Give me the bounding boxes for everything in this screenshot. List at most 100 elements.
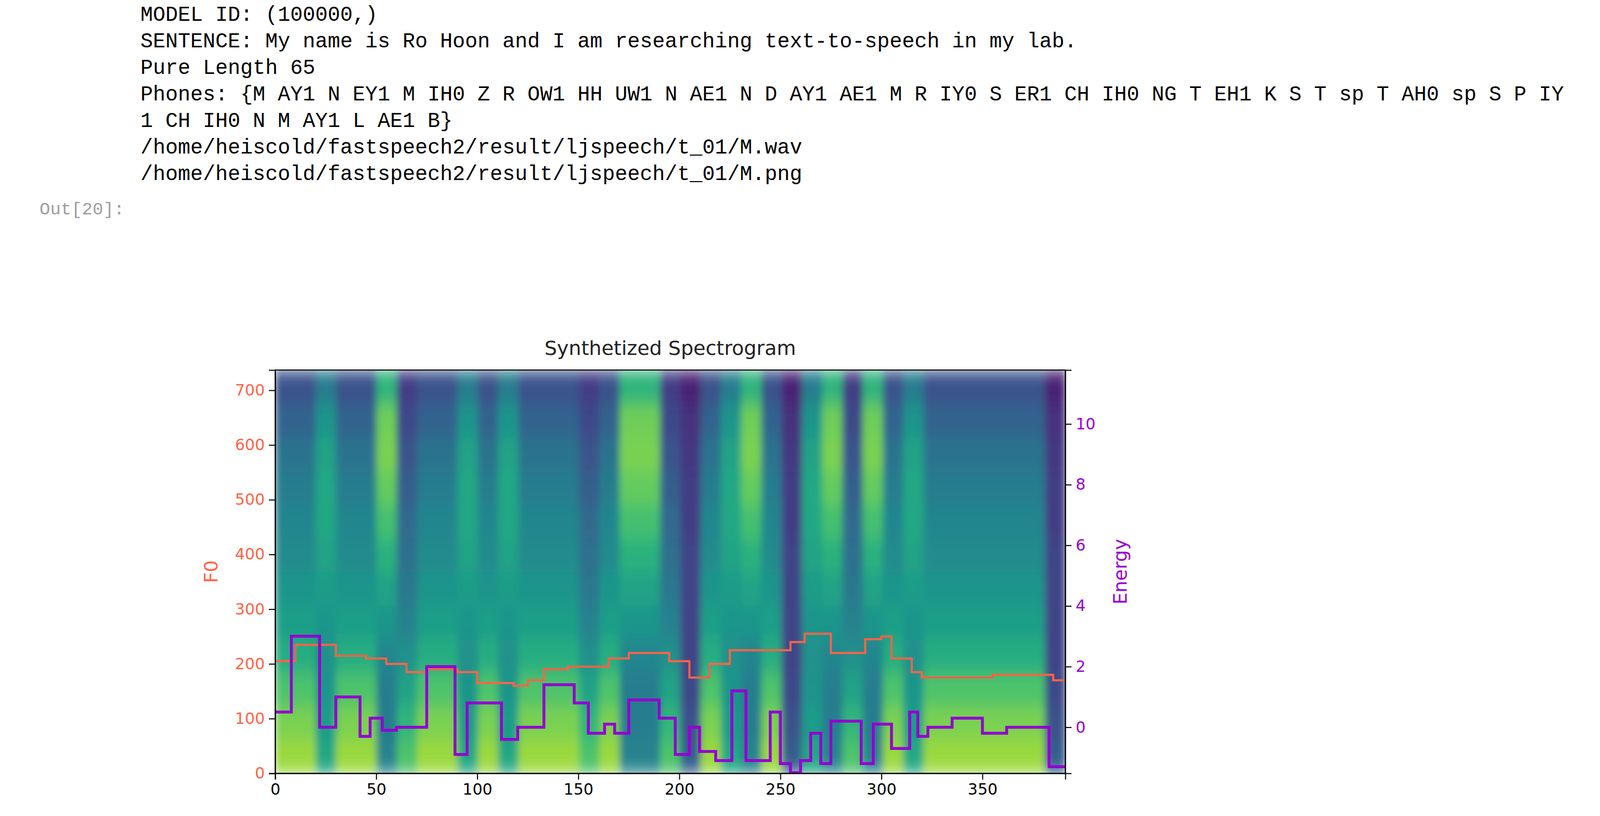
spectrogram-cell	[336, 672, 357, 707]
spectrogram-cell	[923, 504, 945, 539]
tick-label: 350	[968, 779, 998, 798]
tick: 500	[235, 489, 276, 509]
spectrogram-cell	[356, 739, 378, 773]
spectrogram-cell	[741, 739, 763, 773]
spectrogram-cell	[680, 403, 702, 438]
spectrogram-cell	[437, 571, 459, 606]
spectrogram-cell	[518, 705, 539, 741]
spectrogram-cell	[761, 638, 783, 674]
spectrogram-cell	[295, 504, 317, 539]
spectrogram-cell	[558, 470, 580, 506]
output-line: /home/heiscold/fastspeech2/result/ljspee…	[140, 161, 1570, 188]
spectrogram-cell	[822, 537, 844, 573]
spectrogram-cell	[477, 604, 499, 640]
tick-label: 10	[1075, 414, 1096, 433]
spectrogram-cell	[336, 403, 357, 438]
spectrogram-cell	[781, 705, 803, 741]
tick-label: 0	[270, 779, 281, 798]
tick: 0	[254, 763, 276, 782]
spectrogram-cell	[963, 436, 985, 472]
spectrogram-cell	[761, 571, 783, 606]
spectrogram-cell	[599, 571, 621, 606]
spectrogram-cell	[902, 403, 924, 438]
spectrogram-cell	[356, 403, 378, 438]
spectrogram-cell	[741, 403, 763, 438]
spectrogram-cell	[376, 537, 398, 573]
spectrogram-cell	[802, 403, 823, 438]
spectrogram-cell	[477, 403, 499, 438]
spectrogram-cell	[315, 739, 337, 773]
spectrogram-cell	[417, 369, 438, 405]
spectrogram-cell	[943, 638, 965, 674]
spectrogram-cell	[578, 672, 600, 707]
spectrogram-cell	[619, 504, 641, 539]
spectrogram-cell	[761, 470, 783, 506]
spectrogram-cell	[984, 436, 1005, 472]
spectrogram-cell	[457, 369, 479, 405]
axis-line	[1065, 370, 1073, 774]
spectrogram-cell	[882, 537, 904, 573]
spectrogram-cell	[1004, 739, 1026, 773]
spectrogram-cell	[457, 436, 479, 472]
spectrogram-cell	[275, 571, 296, 606]
spectrogram-cell	[720, 604, 742, 640]
spectrogram-cell	[862, 537, 884, 573]
spectrogram-cell	[356, 537, 378, 573]
tick: 6	[1065, 535, 1086, 554]
spectrogram-cell	[741, 436, 763, 472]
spectrogram-cell	[417, 436, 438, 472]
spectrogram-cell	[1024, 705, 1046, 741]
spectrogram-cell	[578, 604, 600, 640]
spectrogram-cell	[660, 672, 681, 707]
spectrogram-cell	[437, 604, 459, 640]
spectrogram-cell	[356, 571, 378, 606]
spectrogram-cell	[518, 403, 539, 438]
spectrogram-cell	[417, 604, 438, 640]
spectrogram-cell	[1044, 436, 1066, 472]
spectrogram-cell	[720, 504, 742, 539]
spectrogram-cell	[275, 638, 296, 674]
spectrogram-cell	[984, 571, 1005, 606]
spectrogram-cell	[396, 672, 418, 707]
spectrogram-cell	[1024, 638, 1046, 674]
spectrogram-cell	[1004, 403, 1026, 438]
spectrogram-cell	[356, 369, 378, 405]
spectrogram-cell	[376, 470, 398, 506]
spectrogram-cell	[639, 638, 661, 674]
spectrogram-cell	[619, 436, 641, 472]
tick-mark	[268, 663, 276, 665]
spectrogram-cell	[558, 705, 580, 741]
spectrogram-cell	[741, 571, 763, 606]
spectrogram-cell	[295, 571, 317, 606]
chart: 0501001502002503003500100200300400500600…	[0, 0, 1600, 816]
tick: 600	[235, 435, 276, 454]
spectrogram-cell	[497, 403, 519, 438]
tick-mark	[1065, 544, 1072, 546]
spectrogram-cell	[802, 672, 823, 707]
tick: 300	[866, 772, 897, 798]
spectrogram-cell	[295, 537, 317, 573]
spectrogram-cell	[902, 537, 924, 573]
spectrogram-cell	[741, 705, 763, 741]
spectrogram-cell	[822, 705, 844, 741]
spectrogram-cell	[882, 638, 904, 674]
spectrogram-cell	[741, 504, 763, 539]
spectrogram-cell	[275, 369, 296, 405]
tick: 350	[968, 772, 998, 798]
spectrogram-cell	[660, 403, 681, 438]
spectrogram-cell	[984, 705, 1005, 741]
spectrogram-cell	[639, 436, 661, 472]
tick-mark	[1065, 605, 1072, 607]
tick-mark	[476, 772, 479, 780]
spectrogram-cell	[518, 537, 539, 573]
spectrogram-cell	[1044, 504, 1066, 539]
spectrogram-cell	[619, 470, 641, 506]
spectrogram-cell	[680, 369, 702, 405]
tick: 0	[1065, 717, 1086, 737]
spectrogram-cell	[660, 638, 681, 674]
spectrogram-cell	[963, 638, 985, 674]
spectrogram-cell	[538, 470, 560, 506]
spectrogram-cell	[518, 504, 539, 539]
tick-label: 150	[563, 779, 594, 798]
spectrogram-cell	[923, 470, 945, 506]
